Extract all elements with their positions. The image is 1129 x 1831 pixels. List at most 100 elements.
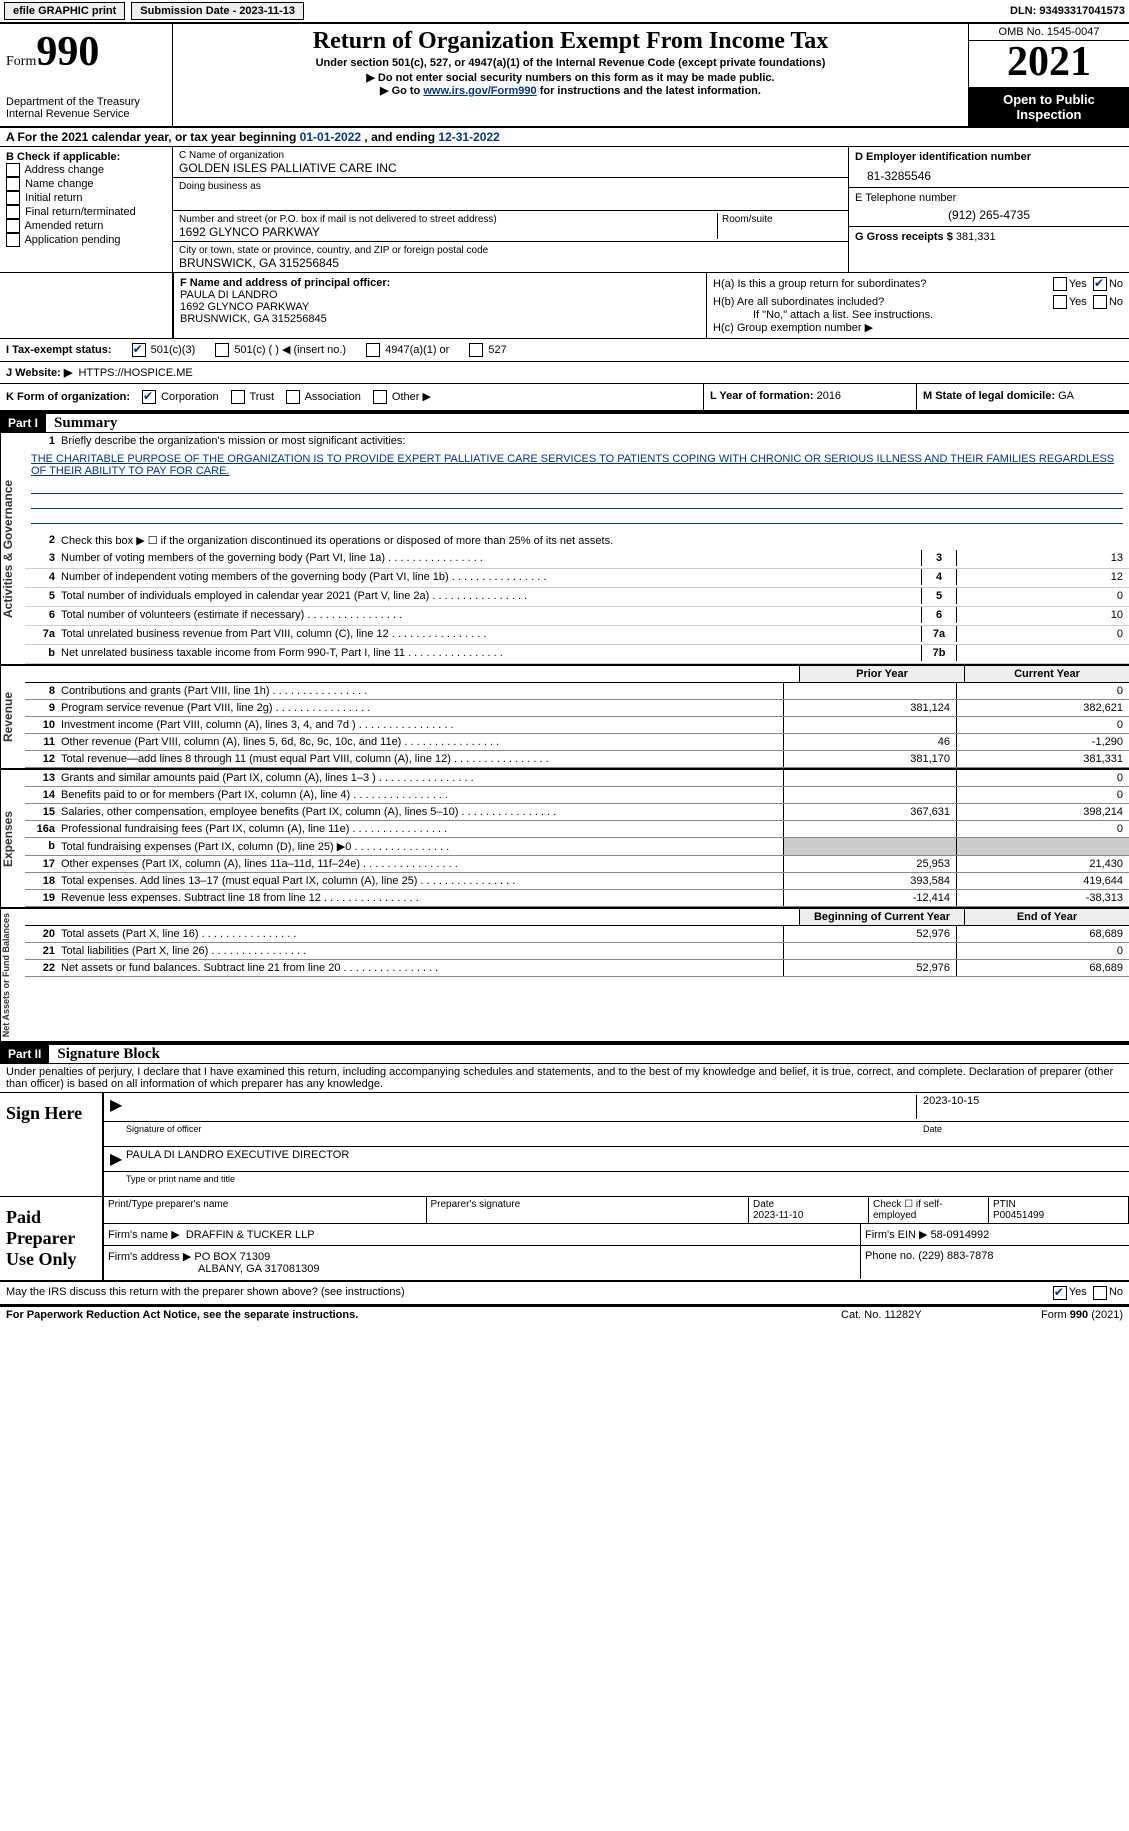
col-prior: Prior Year	[799, 666, 964, 682]
ha-yes[interactable]	[1053, 277, 1067, 291]
revenue-section: Revenue Prior Year Current Year 8Contrib…	[0, 666, 1129, 770]
tax-status-row: I Tax-exempt status: 501(c)(3) 501(c) ( …	[0, 339, 1129, 362]
cb-4947[interactable]	[366, 343, 380, 357]
website: HTTPS://HOSPICE.ME	[78, 367, 192, 379]
form-note2: ▶ Go to www.irs.gov/Form990 for instruct…	[179, 84, 962, 97]
date-label: Date	[917, 1124, 1123, 1144]
cb-corp[interactable]	[142, 390, 156, 404]
hb-note: If "No," attach a list. See instructions…	[713, 309, 1123, 321]
period-row: A For the 2021 calendar year, or tax yea…	[0, 128, 1129, 147]
hb-label: H(b) Are all subordinates included?	[713, 296, 1053, 308]
discuss-yes[interactable]	[1053, 1286, 1067, 1300]
hc-label: H(c) Group exemption number ▶	[713, 321, 1123, 334]
sign-here-block: Sign Here ▶ 2023-10-15 Signature of offi…	[0, 1093, 1129, 1197]
cb-app-pending[interactable]: Application pending	[24, 234, 120, 246]
officer-name: PAULA DI LANDRO	[180, 289, 700, 301]
phone: (912) 265-4735	[855, 204, 1123, 222]
hb-no[interactable]	[1093, 295, 1107, 309]
officer-city: BRUSNWICK, GA 315256845	[180, 313, 700, 325]
form-number: Form990	[6, 28, 166, 76]
firm-ein: 58-0914992	[931, 1229, 990, 1241]
cb-501c3[interactable]	[132, 343, 146, 357]
summary-line: 7aTotal unrelated business revenue from …	[25, 626, 1129, 645]
vtab-expenses: Expenses	[0, 770, 25, 907]
line2: Check this box ▶ ☐ if the organization d…	[61, 532, 1129, 549]
ha-label: H(a) Is this a group return for subordin…	[713, 278, 1053, 290]
cat-no: Cat. No. 11282Y	[841, 1309, 1041, 1321]
ha-no[interactable]	[1093, 277, 1107, 291]
type-name-label: Type or print name and title	[126, 1174, 235, 1194]
cb-501c[interactable]	[215, 343, 229, 357]
summary-line: 5Total number of individuals employed in…	[25, 588, 1129, 607]
vtab-activities: Activities & Governance	[0, 433, 25, 664]
officer-name-title: PAULA DI LANDRO EXECUTIVE DIRECTOR	[126, 1149, 349, 1169]
self-employed[interactable]: Check ☐ if self-employed	[869, 1197, 989, 1224]
form-subtitle: Under section 501(c), 527, or 4947(a)(1)…	[179, 57, 962, 69]
form-footer: Form 990 (2021)	[1041, 1309, 1123, 1321]
cb-assoc[interactable]	[286, 390, 300, 404]
part2-header: Part II Signature Block	[0, 1043, 1129, 1064]
section-b: B Check if applicable: Address change Na…	[0, 147, 173, 272]
vtab-revenue: Revenue	[0, 666, 25, 768]
vtab-net: Net Assets or Fund Balances	[0, 909, 25, 1041]
line1-label: Briefly describe the organization's miss…	[61, 433, 1129, 449]
revenue-line: 12Total revenue—add lines 8 through 11 (…	[25, 751, 1129, 768]
room-label: Room/suite	[722, 214, 773, 225]
irs-label: Internal Revenue Service	[6, 108, 166, 120]
cb-amended[interactable]: Amended return	[24, 220, 103, 232]
cb-final-return[interactable]: Final return/terminated	[25, 206, 136, 218]
firm-city: ALBANY, GA 317081309	[108, 1263, 320, 1275]
revenue-line: 9Program service revenue (Part VIII, lin…	[25, 700, 1129, 717]
cb-other[interactable]	[373, 390, 387, 404]
topbar: efile GRAPHIC print Submission Date - 20…	[0, 0, 1129, 24]
col-begin: Beginning of Current Year	[799, 909, 964, 925]
cb-address-change[interactable]: Address change	[24, 164, 104, 176]
col-current: Current Year	[964, 666, 1129, 682]
form-title: Return of Organization Exempt From Incom…	[179, 28, 962, 55]
cb-trust[interactable]	[231, 390, 245, 404]
expense-line: 13Grants and similar amounts paid (Part …	[25, 770, 1129, 787]
cb-527[interactable]	[469, 343, 483, 357]
hb-yes[interactable]	[1053, 295, 1067, 309]
right-info: D Employer identification number81-32855…	[848, 147, 1129, 272]
submission-date-button[interactable]: Submission Date - 2023-11-13	[131, 2, 304, 20]
sig-officer-label: Signature of officer	[126, 1124, 917, 1144]
cb-name-change[interactable]: Name change	[25, 178, 94, 190]
expense-line: 18Total expenses. Add lines 13–17 (must …	[25, 873, 1129, 890]
officer-block: F Name and address of principal officer:…	[0, 273, 1129, 339]
part1-header: Part I Summary	[0, 412, 1129, 433]
footer: For Paperwork Reduction Act Notice, see …	[0, 1306, 1129, 1323]
section-c: C Name of organizationGOLDEN ISLES PALLI…	[173, 147, 848, 272]
expense-line: 17Other expenses (Part IX, column (A), l…	[25, 856, 1129, 873]
net-assets-section: Net Assets or Fund Balances Beginning of…	[0, 909, 1129, 1043]
expenses-section: Expenses 13Grants and similar amounts pa…	[0, 770, 1129, 909]
discuss-no[interactable]	[1093, 1286, 1107, 1300]
revenue-line: 10Investment income (Part VIII, column (…	[25, 717, 1129, 734]
net-line: 21Total liabilities (Part X, line 26)0	[25, 943, 1129, 960]
paid-preparer-block: Paid Preparer Use Only Print/Type prepar…	[0, 1197, 1129, 1282]
summary-line: 3Number of voting members of the governi…	[25, 550, 1129, 569]
summary-line: 6Total number of volunteers (estimate if…	[25, 607, 1129, 626]
org-street: 1692 GLYNCO PARKWAY	[179, 225, 320, 239]
ein: 81-3285546	[855, 163, 1123, 183]
tax-year: 2021	[969, 41, 1129, 88]
activities-section: Activities & Governance 1Briefly describ…	[0, 433, 1129, 666]
prep-name-label: Print/Type preparer's name	[104, 1197, 427, 1224]
expense-line: 14Benefits paid to or for members (Part …	[25, 787, 1129, 804]
net-line: 22Net assets or fund balances. Subtract …	[25, 960, 1129, 977]
col-end: End of Year	[964, 909, 1129, 925]
revenue-line: 8Contributions and grants (Part VIII, li…	[25, 683, 1129, 700]
org-city: BRUNSWICK, GA 315256845	[179, 256, 339, 270]
mission-text: THE CHARITABLE PURPOSE OF THE ORGANIZATI…	[25, 451, 1129, 479]
expense-line: 16aProfessional fundraising fees (Part I…	[25, 821, 1129, 838]
gross-receipts: 381,331	[956, 231, 996, 243]
dba-label: Doing business as	[179, 181, 261, 192]
prep-sig-label: Preparer's signature	[427, 1197, 750, 1224]
state-domicile: GA	[1058, 390, 1074, 402]
cb-initial-return[interactable]: Initial return	[25, 192, 82, 204]
summary-line: bNet unrelated business taxable income f…	[25, 645, 1129, 664]
firm-name: DRAFFIN & TUCKER LLP	[186, 1229, 315, 1241]
irs-link[interactable]: www.irs.gov/Form990	[423, 85, 536, 97]
efile-button[interactable]: efile GRAPHIC print	[4, 2, 125, 20]
expense-line: 19Revenue less expenses. Subtract line 1…	[25, 890, 1129, 907]
